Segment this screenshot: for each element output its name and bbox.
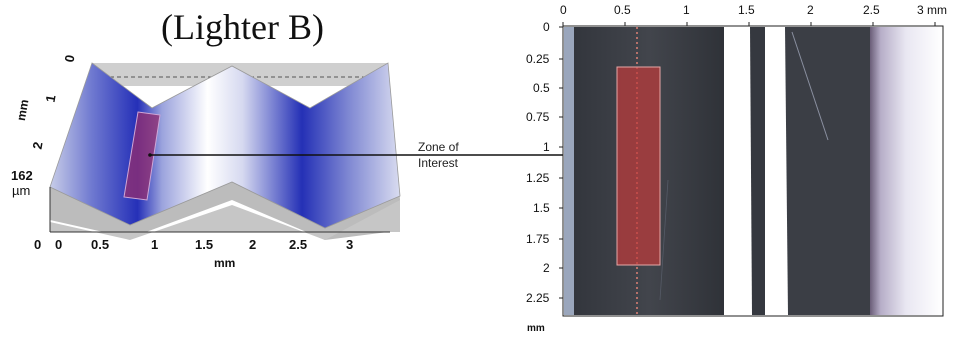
micrograph-x-tick-1: 0.5	[614, 3, 631, 17]
micrograph-y-tick-4: 1	[543, 140, 550, 154]
micrograph-x-tick-3: 1.5	[738, 3, 755, 17]
zone-of-interest-label: Zone of Interest	[418, 139, 459, 171]
micrograph-y-tick-7: 1.75	[526, 232, 550, 246]
surface-x-tick-6: 3	[346, 237, 354, 252]
surface-base-front	[50, 187, 400, 240]
micrograph-y-tick-1: 0.25	[526, 52, 550, 66]
zone-label-line2: Interest	[418, 156, 459, 170]
micrograph-unit-label: mm	[527, 323, 545, 334]
micrograph-x-tick-6: 3 mm	[917, 3, 947, 17]
surface-zone-highlight	[123, 111, 161, 201]
micrograph-right-edge	[870, 27, 942, 315]
zone-arrow-origin	[148, 153, 152, 157]
micrograph-x-tick-0: 0	[560, 3, 567, 17]
surface-z-min-label: 0	[34, 237, 42, 252]
surface-x-tick-4: 2	[249, 237, 257, 252]
micrograph-scratch-2	[659, 179, 669, 301]
surface-z-unit: µm	[12, 183, 31, 198]
micrograph-top-ticks	[562, 22, 936, 26]
figure-title: (Lighter B)	[161, 7, 324, 47]
micrograph-y-tick-2: 0.5	[533, 81, 550, 95]
surface-x-tick-3: 1.5	[195, 237, 214, 252]
surface-x-axis-label: mm	[214, 256, 236, 270]
surface-z-max-value: 162	[11, 168, 33, 183]
micrograph-y-tick-8: 2	[543, 261, 550, 275]
micrograph-white-stripe-1	[724, 27, 752, 315]
surface-x-tick-0: 0	[55, 237, 63, 252]
zone-label-line1: Zone of	[418, 140, 459, 154]
micrograph-y-tick-0: 0	[543, 20, 550, 34]
surface-x-tick-5: 2.5	[289, 237, 308, 252]
micrograph-x-tick-5: 2.5	[863, 3, 880, 17]
micrograph-scratch-1	[791, 31, 829, 141]
micrograph-y-tick-6: 1.5	[533, 201, 550, 215]
micrograph-zone-highlight	[616, 66, 661, 266]
micrograph-right-dark	[785, 27, 870, 315]
micrograph-left-edge	[564, 27, 574, 315]
surface-base	[50, 182, 400, 240]
micrograph-x-tick-4: 2	[807, 3, 814, 17]
micrograph-left-ticks	[559, 26, 563, 299]
micrograph-dark-strip	[750, 27, 765, 315]
micrograph-y-tick-5: 1.25	[526, 171, 550, 185]
surface-x-tick-2: 1	[151, 237, 159, 252]
micrograph-x-tick-2: 1	[683, 3, 690, 17]
micrograph-y-tick-3: 0.75	[526, 110, 550, 124]
micrograph-y-tick-9: 2.25	[526, 291, 550, 305]
surface-x-tick-1: 0.5	[91, 237, 110, 252]
micrograph-white-stripe-2	[765, 27, 788, 315]
